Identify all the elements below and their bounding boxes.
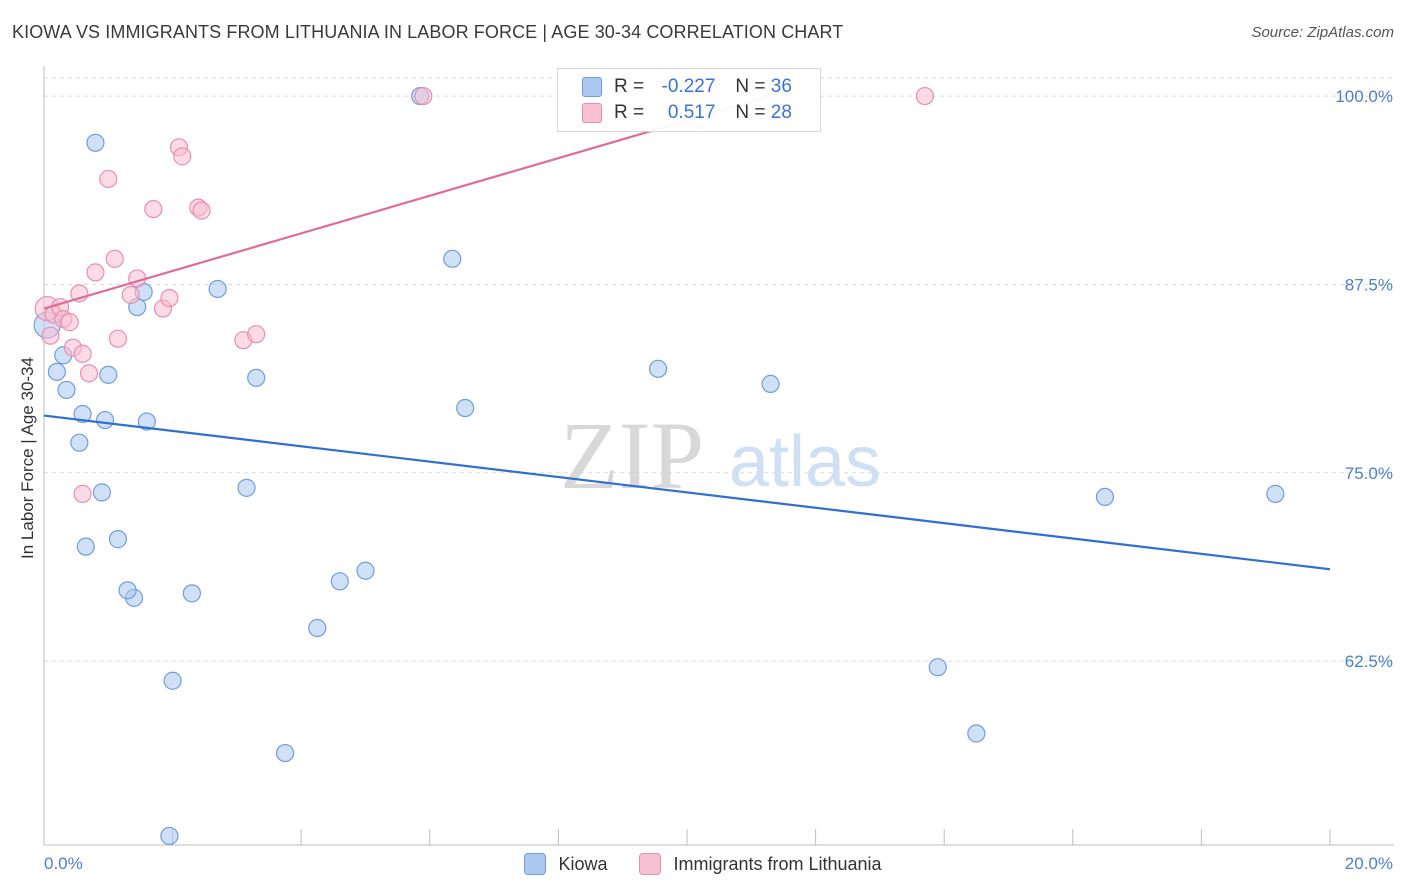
n-label: N =	[735, 76, 766, 97]
legend-swatch-kiowa	[524, 853, 547, 875]
y-tick-label: 62.5%	[1345, 652, 1393, 671]
kiowa-point	[137, 412, 156, 431]
kiowa-point	[57, 380, 76, 400]
n-value-lithuania: 28	[770, 102, 792, 123]
legend-swatch-lithuania	[639, 853, 662, 875]
y-tick-label: 87.5%	[1345, 275, 1393, 294]
y-tick-label: 100.0%	[1335, 87, 1393, 106]
lithuania-point	[99, 169, 118, 189]
watermark-atlas: atlas	[729, 422, 881, 502]
n-value-kiowa: 36	[770, 76, 792, 97]
kiowa-point	[182, 584, 201, 603]
lithuania-point	[173, 147, 192, 166]
watermark: ZIP atlas	[560, 402, 881, 509]
lithuania-point	[73, 484, 92, 503]
kiowa-point	[47, 362, 66, 381]
kiowa-point	[92, 483, 111, 502]
legend-swatch-kiowa	[582, 77, 602, 97]
kiowa-point	[163, 671, 182, 690]
stats-legend: R = -0.227 N = 36 R = 0.517 N = 28	[557, 68, 821, 132]
trend-line-kiowa	[43, 414, 1331, 571]
lithuania-point	[915, 86, 935, 106]
kiowa-point	[330, 572, 349, 591]
lithuania-point	[144, 199, 163, 219]
chart-source: Source: ZipAtlas.com	[1251, 24, 1394, 41]
y-tick-label: 75.0%	[1345, 464, 1393, 483]
lithuania-point	[414, 86, 433, 106]
lithuania-point	[247, 325, 266, 344]
lithuania-point	[192, 201, 211, 220]
kiowa-point	[237, 478, 256, 497]
gridlines	[44, 77, 1394, 662]
tick-labels: 62.5% 75.0% 87.5% 100.0% 0.0% 20.0%	[44, 87, 1393, 873]
kiowa-points-layer	[34, 86, 935, 503]
lithuania-point	[79, 364, 99, 383]
kiowa-point	[648, 359, 668, 378]
stats-legend-row-lithuania: R = 0.517 N = 28	[582, 101, 792, 125]
kiowa-point	[108, 530, 128, 549]
lithuania-point	[73, 344, 92, 363]
kiowa-point	[928, 658, 947, 677]
lithuania-point	[121, 285, 140, 305]
lithuania-point	[41, 326, 60, 345]
legend-swatch-lithuania	[582, 103, 602, 123]
kiowa-point	[761, 374, 780, 393]
stats-legend-row-kiowa: R = -0.227 N = 36	[582, 75, 792, 99]
lithuania-point	[108, 329, 128, 348]
kiowa-point	[247, 368, 266, 387]
r-label: R =	[614, 76, 645, 97]
kiowa-point	[1095, 487, 1115, 507]
kiowa-point	[160, 826, 179, 846]
legend-item-kiowa[interactable]: Kiowa	[524, 853, 607, 875]
kiowa-point	[208, 279, 227, 299]
kiowa-point	[118, 581, 137, 600]
kiowa-point	[443, 249, 462, 268]
kiowa-point	[76, 537, 95, 556]
kiowa-point	[95, 410, 115, 430]
n-label: N =	[735, 102, 766, 123]
legend-label-kiowa: Kiowa	[558, 853, 608, 874]
lithuania-point	[86, 263, 105, 282]
lithuania-point	[105, 249, 124, 268]
x-tick-label-min: 0.0%	[44, 854, 83, 873]
kiowa-point	[967, 724, 986, 743]
kiowa-point	[356, 561, 375, 580]
kiowa-point	[99, 365, 118, 384]
r-label: R =	[614, 102, 645, 123]
kiowa-point	[70, 433, 89, 452]
kiowa-point	[86, 133, 105, 152]
kiowa-point	[456, 398, 475, 418]
lithuania-point	[60, 313, 79, 332]
x-tick-label-max: 20.0%	[1345, 854, 1393, 873]
series-legend: Kiowa Immigrants from Lithuania	[0, 851, 1406, 877]
legend-label-lithuania: Immigrants from Lithuania	[673, 853, 882, 874]
r-value-kiowa: -0.227	[661, 76, 716, 97]
kiowa-point	[276, 743, 295, 763]
watermark-zip: ZIP	[560, 402, 704, 509]
kiowa-point	[1266, 484, 1285, 503]
kiowa-point	[73, 404, 92, 424]
lithuania-point	[160, 288, 179, 308]
legend-item-lithuania[interactable]: Immigrants from Lithuania	[639, 853, 882, 875]
chart-title: KIOWA VS IMMIGRANTS FROM LITHUANIA IN LA…	[12, 22, 844, 42]
kiowa-point	[308, 618, 327, 638]
r-value-lithuania: 0.517	[667, 102, 716, 123]
axes	[43, 66, 1394, 846]
